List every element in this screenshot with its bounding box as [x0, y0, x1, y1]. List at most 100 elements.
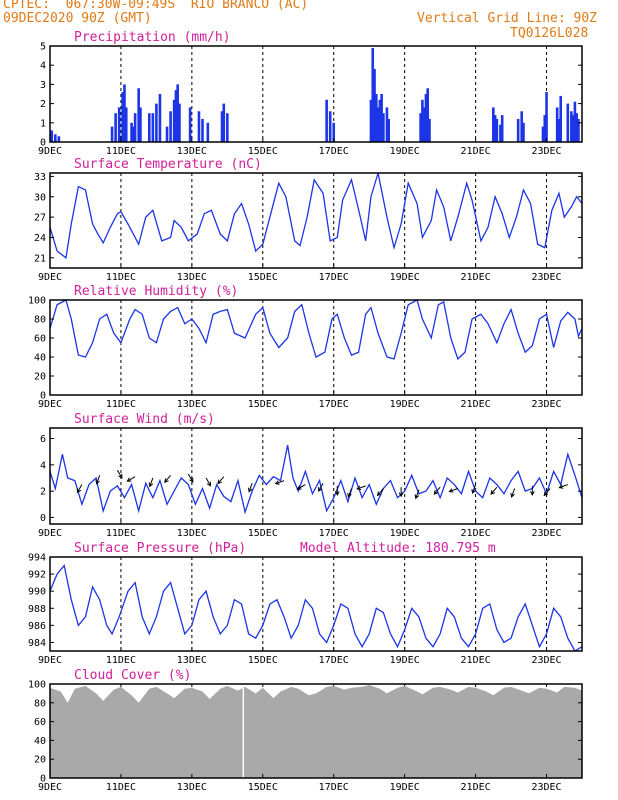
precip-bar [499, 124, 502, 142]
precip-bar [132, 126, 135, 142]
wind-arrow [377, 488, 384, 496]
precip-bar [114, 113, 117, 142]
panel-frame-precip [49, 45, 583, 143]
y-tick-label: 21 [34, 253, 46, 264]
x-tick-label: 11DEC [106, 528, 136, 539]
wind-arrowhead [296, 485, 302, 490]
precip-bar [169, 111, 172, 142]
wind-arrow [187, 473, 194, 483]
wind-arrow [127, 476, 136, 482]
x-tick-label: 17DEC [319, 655, 349, 666]
x-tick-label: 17DEC [319, 272, 349, 283]
precip-bar [148, 113, 151, 142]
y-tick-label: 20 [34, 755, 46, 766]
precip-bar [206, 122, 210, 142]
y-tick-label: 20 [34, 372, 46, 383]
wind-arrow [347, 488, 352, 498]
precip-bar [575, 113, 578, 142]
y-tick-label: 40 [34, 736, 46, 747]
precip-bar [573, 101, 577, 142]
y-tick-label: 990 [28, 587, 46, 598]
panel-title-pressure: Surface Pressure (hPa) [74, 541, 246, 556]
wind-arrowhead [356, 485, 362, 491]
x-tick-label: 19DEC [390, 146, 420, 157]
wind-arrowhead [217, 479, 222, 485]
x-tick-label: 13DEC [177, 146, 207, 157]
wind-arrow [164, 475, 171, 483]
precip-bar [165, 126, 169, 142]
temp-line [49, 172, 583, 260]
precip-bar [369, 99, 373, 142]
y-tick-label: 0 [40, 138, 46, 149]
wind-arrow [205, 477, 211, 487]
precip-bar [226, 113, 229, 142]
wind-arrow [543, 488, 551, 496]
x-tick-label: 9DEC [38, 399, 62, 410]
x-tick-label: 9DEC [38, 146, 62, 157]
wind-arrowhead [398, 492, 404, 498]
x-tick-label: 19DEC [390, 528, 420, 539]
x-tick-label: 9DEC [38, 528, 62, 539]
panel-title-wind: Surface Wind (m/s) [74, 412, 215, 427]
wind-arrowhead [247, 487, 253, 493]
x-tick-label: 21DEC [461, 782, 491, 793]
y-tick-label: 60 [34, 334, 46, 345]
wind-arrow [76, 484, 83, 493]
x-tick-label: 23DEC [531, 655, 561, 666]
x-tick-label: 15DEC [248, 272, 278, 283]
x-tick-label: 17DEC [319, 782, 349, 793]
rh-line [49, 299, 583, 361]
wind-arrowhead [558, 484, 564, 489]
wind-arrowhead [414, 494, 420, 500]
x-tick-label: 21DEC [461, 528, 491, 539]
wind-arrowhead [490, 490, 496, 495]
precip-bar [172, 99, 176, 142]
precip-bar [492, 107, 495, 142]
panel-frame-temp [49, 172, 583, 269]
wind-arrow [116, 469, 123, 479]
x-tick-label: 21DEC [461, 146, 491, 157]
y-tick-label: 986 [28, 621, 46, 632]
x-tick-label: 15DEC [248, 655, 278, 666]
wind-arrowhead [347, 492, 352, 498]
x-tick-label: 11DEC [106, 655, 136, 666]
precip-bar [419, 113, 422, 142]
x-tick-label: 15DEC [248, 782, 278, 793]
x-tick-label: 23DEC [531, 528, 561, 539]
wind-arrowhead [471, 488, 476, 494]
panel-frame-rh [49, 299, 583, 396]
precip-bar [110, 126, 114, 142]
panel-title-cloud: Cloud Cover (%) [74, 668, 191, 683]
y-tick-label: 4 [40, 460, 46, 471]
precip-bar [570, 111, 573, 142]
y-tick-label: 984 [28, 638, 46, 649]
panel-title-temp: Surface Temperature (nC) [74, 157, 262, 172]
x-tick-label: 9DEC [38, 272, 62, 283]
x-tick-label: 23DEC [531, 399, 561, 410]
wind-arrow [297, 484, 306, 490]
x-tick-label: 13DEC [177, 399, 207, 410]
y-tick-label: 80 [34, 698, 46, 709]
precip-bar [220, 111, 224, 142]
precip-bar [571, 115, 575, 142]
panel-frame-pressure [49, 556, 583, 652]
precip-bar [374, 94, 378, 142]
wind-arrow [559, 484, 568, 489]
x-tick-label: 11DEC [106, 782, 136, 793]
wind-arrowhead [189, 477, 194, 483]
precip-bar [54, 134, 57, 142]
wind-arrowhead [126, 477, 132, 482]
precip-bar [380, 94, 383, 142]
precip-bar [178, 103, 181, 142]
x-tick-label: 23DEC [531, 782, 561, 793]
precip-bar [139, 107, 142, 142]
wind-arrowhead [318, 487, 323, 492]
wind-arrowhead [76, 488, 82, 494]
y-tick-label: 992 [28, 570, 46, 581]
station-title: CPTEC: 067:30W-09:49S RIO BRANCO (AC) [3, 0, 309, 12]
precip-bar [201, 118, 204, 142]
y-tick-label: 40 [34, 353, 46, 364]
precip-bar [557, 118, 561, 142]
panel-title-precip: Precipitation (mm/h) [74, 30, 231, 45]
wind-arrow [472, 484, 477, 494]
